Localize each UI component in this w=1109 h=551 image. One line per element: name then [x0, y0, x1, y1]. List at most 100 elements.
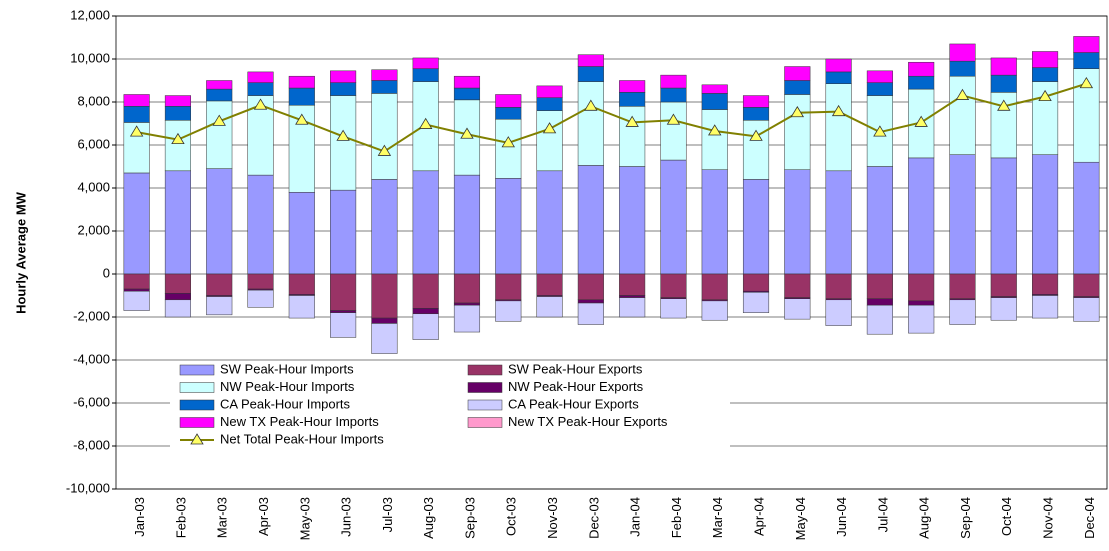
bar-segment — [453, 304, 481, 333]
bar-segment — [784, 298, 811, 320]
bar-segment — [247, 71, 274, 83]
bar-segment — [949, 299, 976, 325]
y-tick-label: -4,000 — [73, 351, 110, 366]
line-marker — [708, 124, 722, 136]
bar-segment — [742, 292, 770, 313]
line-marker — [129, 125, 144, 137]
bar-segment — [577, 299, 604, 304]
bar-segment — [577, 66, 604, 82]
bar-segment — [1073, 273, 1100, 297]
x-tick-label: Mar-03 — [215, 497, 230, 538]
bar-segment — [619, 297, 646, 318]
bar-segment — [701, 84, 728, 94]
line-marker — [666, 113, 681, 125]
x-tick-label: May-03 — [297, 497, 312, 540]
bar-segment — [330, 312, 357, 338]
bar-segment — [371, 93, 398, 180]
bar-segment — [701, 300, 728, 321]
bar-segment — [1032, 67, 1059, 82]
line-marker — [377, 144, 392, 156]
legend-swatch — [179, 417, 215, 428]
x-tick-label: Apr-04 — [751, 497, 766, 536]
legend-marker — [190, 433, 204, 445]
bar-segment — [619, 295, 646, 298]
bar-segment — [1073, 36, 1100, 53]
bar-segment — [784, 66, 811, 81]
legend-swatch — [179, 399, 215, 411]
bar-segment — [908, 300, 935, 306]
bar-segment — [123, 172, 150, 275]
bar-segment — [371, 80, 398, 94]
bar-segment — [784, 94, 811, 170]
bar-segment — [371, 69, 398, 81]
bar-segment — [330, 70, 357, 83]
y-tick-label: -10,000 — [66, 480, 110, 495]
bar-segment — [123, 94, 150, 107]
bar-segment — [412, 308, 439, 315]
bar-segment — [701, 169, 728, 275]
legend-label: CA Peak-Hour Exports — [508, 396, 639, 411]
line — [136, 82, 1087, 153]
bar-segment — [288, 75, 315, 89]
legend-box — [170, 361, 730, 453]
bar-segment — [742, 120, 770, 180]
bar-segment — [990, 273, 1017, 297]
bar-segment — [206, 273, 233, 296]
y-tick-label: 12,000 — [70, 7, 110, 22]
x-tick-label: Aug-04 — [917, 497, 932, 539]
bar-segment — [536, 296, 563, 318]
bar-segment — [453, 87, 481, 101]
y-tick-label: 10,000 — [70, 50, 110, 65]
line-marker — [336, 129, 350, 141]
bar-segment — [495, 107, 522, 120]
line-marker — [171, 132, 185, 145]
line-marker — [997, 99, 1011, 111]
bar-segment — [742, 95, 770, 108]
bar-segment — [206, 168, 233, 275]
bar-segment — [206, 88, 233, 102]
bar-segment — [866, 166, 893, 275]
bar-segment — [371, 317, 398, 324]
x-tick-label: Jun-03 — [339, 497, 354, 537]
bar-segment — [660, 74, 687, 89]
bar-segment — [164, 95, 191, 107]
bar-segment — [949, 43, 976, 62]
bar-segment — [784, 273, 811, 298]
line-marker — [418, 117, 433, 129]
legend-swatch — [467, 364, 503, 376]
bar-segment — [247, 289, 274, 308]
legend-swatch — [179, 382, 215, 393]
bar-segment — [371, 273, 398, 319]
line-marker — [253, 98, 268, 110]
bar-segment — [453, 75, 481, 89]
bar-segment — [990, 57, 1017, 76]
bar-segment — [990, 297, 1017, 321]
bar-segment — [866, 298, 893, 306]
bar-segment — [123, 106, 150, 123]
bar-segment — [866, 273, 893, 299]
bar-segment — [412, 170, 439, 275]
bar-segment — [1032, 273, 1059, 295]
bar-segment — [288, 104, 315, 193]
bar-segment — [990, 157, 1017, 275]
bar-segment — [619, 166, 646, 275]
x-tick-label: Mar-04 — [710, 497, 725, 538]
bar-segment — [660, 87, 687, 103]
x-tick-label: Oct-03 — [504, 497, 519, 536]
bar-segment — [164, 120, 191, 172]
legend-label: SW Peak-Hour Exports — [508, 361, 643, 376]
bar-segment — [247, 82, 274, 96]
bar-segment — [619, 92, 646, 107]
line-marker — [955, 88, 970, 100]
bar-segment — [247, 273, 274, 290]
bar-segment — [371, 179, 398, 275]
legend-label: NW Peak-Hour Exports — [508, 379, 644, 394]
legend-label: Net Total Peak-Hour Imports — [220, 431, 384, 446]
y-tick-label: -6,000 — [73, 394, 110, 409]
legend-label: NW Peak-Hour Imports — [220, 379, 355, 394]
bar-segment — [536, 170, 563, 275]
bar-segment — [536, 85, 563, 98]
legend-swatch — [467, 399, 503, 411]
bar-segment — [660, 298, 687, 319]
bar-segment — [453, 174, 481, 275]
